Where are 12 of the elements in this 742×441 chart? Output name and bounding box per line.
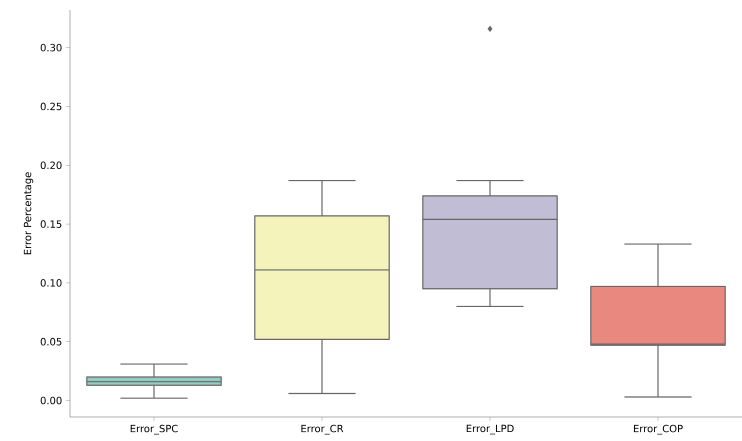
y-tick-label: 0.30 bbox=[40, 44, 62, 52]
x-tick-label: Error_LPD bbox=[466, 424, 514, 434]
y-tick-label: 0.25 bbox=[40, 102, 62, 110]
y-tick-label: 0.05 bbox=[40, 338, 62, 346]
x-tick-label: Error_CR bbox=[301, 424, 344, 435]
x-tick-label: Error_COP bbox=[634, 424, 683, 435]
y-axis-title: Error Percentage bbox=[24, 172, 34, 254]
y-tick-label: 0.10 bbox=[40, 279, 62, 287]
y-tick-label: 0.15 bbox=[40, 220, 62, 228]
y-tick-label: 0.20 bbox=[40, 161, 62, 170]
y-tick-label: 0.00 bbox=[40, 396, 62, 404]
x-tick-label: Error_SPC bbox=[130, 424, 178, 435]
